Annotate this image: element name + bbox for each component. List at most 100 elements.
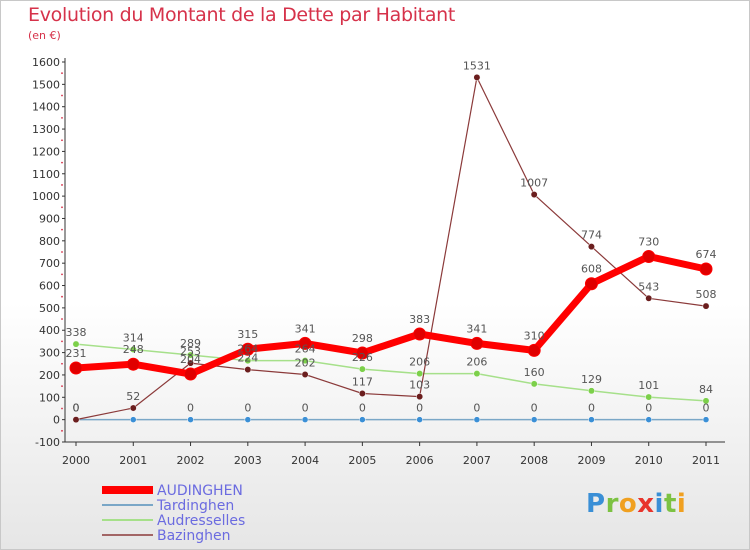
data-point — [470, 336, 484, 350]
x-tick-label: 2008 — [520, 454, 548, 467]
data-label: 314 — [123, 331, 144, 344]
series-line-audinghen — [72, 253, 710, 378]
data-point — [355, 346, 369, 360]
y-tick-label: 500 — [39, 302, 60, 315]
data-point — [588, 243, 595, 251]
data-point — [699, 262, 713, 276]
data-label: 84 — [699, 383, 713, 396]
data-label: 543 — [638, 280, 659, 293]
y-minor-tick — [61, 206, 63, 209]
chart-unit-label: (en €) — [28, 29, 61, 42]
data-point — [69, 361, 83, 375]
y-minor-tick — [61, 407, 63, 410]
data-label: 160 — [524, 366, 545, 379]
logo-letter: i — [654, 489, 664, 519]
data-label: 129 — [581, 373, 602, 386]
logo-letter: r — [605, 489, 619, 519]
y-minor-tick — [61, 116, 63, 119]
data-label: 0 — [645, 402, 652, 415]
data-point — [645, 416, 652, 423]
data-point — [126, 357, 140, 371]
y-minor-tick — [61, 184, 63, 186]
data-point — [645, 294, 653, 302]
data-point — [645, 393, 653, 401]
data-label: 264 — [295, 343, 316, 356]
y-tick-label: 1600 — [32, 56, 60, 69]
data-point — [530, 416, 538, 423]
x-tick-label: 2001 — [119, 454, 147, 467]
data-point — [473, 370, 481, 378]
y-minor-tick — [61, 72, 63, 75]
data-labels-layer: 0 0 0 0 0 0 0 0 0 0 0 338 314 289 264 264 226 206 206 160 12… — [66, 59, 717, 414]
data-label: 289 — [180, 337, 201, 350]
data-label: 0 — [187, 402, 194, 415]
y-minor-tick — [61, 429, 63, 432]
data-point — [473, 73, 481, 81]
data-label: 1007 — [520, 177, 548, 190]
data-label: 231 — [66, 347, 87, 360]
data-point — [244, 366, 252, 374]
legend-label: Audresselles — [157, 513, 245, 529]
data-label: 204 — [180, 353, 201, 366]
y-minor-tick — [61, 295, 63, 298]
y-tick-label: 800 — [39, 235, 60, 248]
data-label: 206 — [466, 356, 487, 369]
data-point — [416, 370, 424, 378]
data-point — [530, 380, 538, 388]
data-label: 310 — [524, 329, 545, 342]
x-tick-label: 2007 — [463, 454, 491, 467]
data-label: 248 — [123, 343, 144, 356]
legend-label: AUDINGHEN — [157, 483, 243, 499]
y-tick-label: 300 — [39, 347, 60, 360]
data-label: 730 — [638, 235, 659, 248]
data-label: 338 — [66, 326, 87, 339]
data-point — [584, 277, 598, 291]
data-point — [184, 367, 198, 381]
data-label: 0 — [473, 402, 480, 415]
data-point — [72, 416, 80, 424]
data-point — [473, 416, 481, 423]
y-minor-tick — [61, 318, 63, 320]
data-point — [129, 346, 137, 353]
data-label: 608 — [581, 263, 602, 276]
data-label: 117 — [352, 375, 373, 388]
data-point — [702, 397, 710, 405]
data-label: 341 — [295, 322, 316, 335]
logo-letter: x — [637, 489, 655, 519]
y-tick-label: 1400 — [32, 101, 60, 114]
y-minor-tick — [61, 161, 63, 164]
data-label: 0 — [416, 402, 423, 415]
logo-letter: t — [663, 489, 677, 519]
y-tick-label: 400 — [39, 324, 60, 337]
data-label: 315 — [237, 328, 258, 341]
series-layer — [69, 73, 713, 424]
logo-letter: i — [676, 489, 687, 519]
data-label: 774 — [581, 229, 602, 242]
y-tick-label: 1300 — [32, 123, 60, 136]
data-label: 202 — [295, 356, 316, 369]
data-point — [301, 357, 309, 365]
logo-letter: o — [618, 489, 638, 519]
data-point — [129, 404, 137, 412]
y-tick-label: 900 — [39, 212, 60, 225]
chart-axes: -100010020030040050060070080090010001100… — [32, 56, 725, 467]
data-point — [298, 336, 312, 350]
data-point — [241, 342, 255, 356]
data-point — [416, 393, 424, 401]
y-tick-label: -100 — [35, 436, 60, 449]
x-tick-label: 2005 — [348, 454, 376, 467]
legend-label: Bazinghen — [157, 528, 231, 544]
data-label: 674 — [696, 248, 717, 261]
data-point — [702, 302, 710, 310]
y-minor-tick — [61, 228, 63, 231]
data-point — [588, 387, 595, 395]
x-tick-label: 2004 — [291, 454, 319, 467]
data-point — [301, 371, 309, 378]
y-minor-tick — [61, 94, 63, 97]
data-label: 0 — [244, 402, 251, 415]
x-tick-label: 2000 — [62, 454, 90, 467]
data-point — [527, 343, 541, 357]
y-tick-label: 1200 — [32, 145, 60, 158]
